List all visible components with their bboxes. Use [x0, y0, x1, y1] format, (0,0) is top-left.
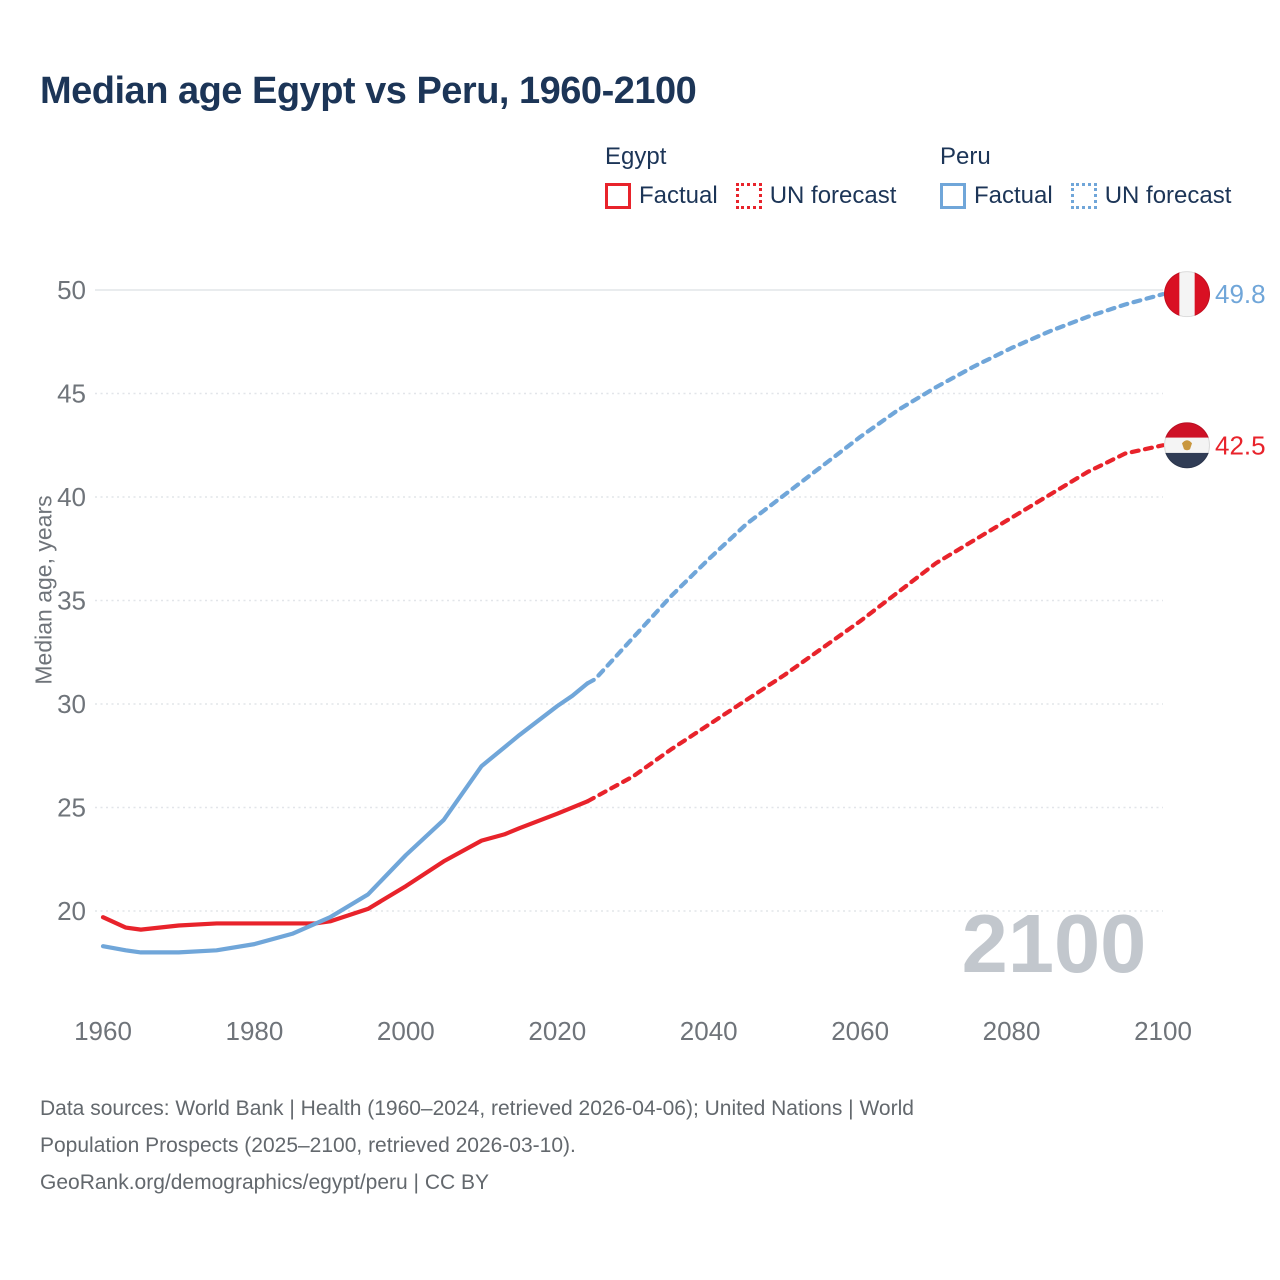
peru-end-value-label: 49.8	[1215, 279, 1266, 309]
legend-group-title: Egypt	[605, 143, 667, 170]
flag-markers-layer: 42.5 49.8	[1164, 271, 1266, 469]
y-tick-label-30: 30	[57, 689, 86, 719]
legend-swatch-solid-icon	[605, 183, 631, 209]
x-tick-label-1980: 1980	[226, 1016, 284, 1046]
y-tick-label-50: 50	[57, 275, 86, 305]
peru-flag-icon	[1164, 271, 1210, 318]
y-tick-label-40: 40	[57, 482, 86, 512]
legend-item-peru-forecast: UN forecast	[1070, 182, 1232, 210]
legend-item-label: UN forecast	[769, 182, 897, 209]
y-tick-label-35: 35	[57, 586, 86, 616]
tick-labels-layer: 20 25 30 35 40 45 50 1960 1980 2000 2020 2040 2060 20…	[57, 275, 1192, 1046]
x-tick-label-2100: 2100	[1134, 1016, 1192, 1046]
x-tick-label-2060: 2060	[831, 1016, 889, 1046]
legend-swatch-dotted-icon	[1070, 183, 1097, 209]
x-tick-label-2080: 2080	[983, 1016, 1041, 1046]
x-tick-label-2000: 2000	[377, 1016, 435, 1046]
x-tick-label-1960: 1960	[74, 1016, 132, 1046]
legend-group-egypt: Egypt Factual UN forecast	[605, 143, 896, 210]
y-tick-label-45: 45	[57, 379, 86, 409]
series-layer	[100, 292, 1166, 955]
legend-swatch-dotted-icon	[735, 183, 762, 209]
egypt-flag-icon	[1164, 422, 1210, 469]
footer-line: Population Prospects (2025–2100, retriev…	[40, 1134, 576, 1157]
watermark-year: 2100	[962, 897, 1147, 990]
page-title: Median age Egypt vs Peru, 1960-2100	[40, 70, 697, 112]
peru-forecast-line	[585, 292, 1166, 686]
legend-item-label: Factual	[974, 182, 1053, 209]
legend-group-title: Peru	[940, 143, 991, 170]
legend-group-peru: Peru Factual UN forecast	[940, 143, 1231, 210]
legend-item-peru-factual: Factual	[940, 182, 1053, 210]
egypt-end-value-label: 42.5	[1215, 430, 1266, 460]
legend-item-egypt-forecast: UN forecast	[735, 182, 897, 210]
flag-ring	[1164, 271, 1210, 318]
legend-item-label: Factual	[639, 182, 718, 209]
y-tick-label-25: 25	[57, 793, 86, 823]
legend-row: Factual UN forecast	[940, 182, 1231, 210]
data-sources-footer: Data sources: World Bank | Health (1960–…	[40, 1090, 914, 1201]
grid-layer	[95, 289, 1163, 912]
x-tick-label-2020: 2020	[528, 1016, 586, 1046]
y-tick-label-20: 20	[57, 896, 86, 926]
flag-ring	[1164, 422, 1210, 469]
legend-swatch-solid-icon	[940, 183, 966, 209]
legend-item-egypt-factual: Factual	[605, 182, 718, 210]
egypt-factual-line	[100, 799, 590, 932]
watermark-layer: 2100	[962, 897, 1147, 990]
peru-factual-line	[100, 681, 590, 955]
legend-row: Factual UN forecast	[605, 182, 896, 210]
legend-item-label: UN forecast	[1104, 182, 1232, 209]
x-tick-label-2040: 2040	[680, 1016, 738, 1046]
footer-line: GeoRank.org/demographics/egypt/peru | CC…	[40, 1171, 490, 1194]
egypt-forecast-line	[585, 443, 1166, 804]
footer-line: Data sources: World Bank | Health (1960–…	[40, 1097, 914, 1120]
